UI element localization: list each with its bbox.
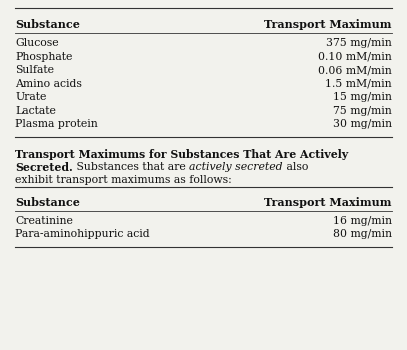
- Text: 75 mg/min: 75 mg/min: [333, 105, 392, 116]
- Text: Glucose: Glucose: [15, 38, 59, 48]
- Text: Sulfate: Sulfate: [15, 65, 55, 75]
- Text: Transport Maximum: Transport Maximum: [264, 19, 392, 30]
- Text: Secreted.: Secreted.: [15, 161, 73, 173]
- Text: Transport Maximums for Substances That Are Actively: Transport Maximums for Substances That A…: [15, 148, 349, 160]
- Text: 375 mg/min: 375 mg/min: [326, 38, 392, 48]
- Text: 15 mg/min: 15 mg/min: [333, 92, 392, 102]
- Text: Creatinine: Creatinine: [15, 216, 73, 225]
- Text: Substance: Substance: [15, 196, 80, 208]
- Text: 80 mg/min: 80 mg/min: [333, 229, 392, 239]
- Text: Urate: Urate: [15, 92, 47, 102]
- Text: Transport Maximum: Transport Maximum: [264, 196, 392, 208]
- Text: Lactate: Lactate: [15, 105, 56, 116]
- Text: Substances that are: Substances that are: [73, 161, 190, 171]
- Text: also: also: [283, 161, 309, 171]
- Text: 30 mg/min: 30 mg/min: [333, 119, 392, 129]
- Text: Plasma protein: Plasma protein: [15, 119, 98, 129]
- Text: Amino acids: Amino acids: [15, 78, 82, 89]
- Text: 1.5 mM/min: 1.5 mM/min: [325, 78, 392, 89]
- Text: Para-aminohippuric acid: Para-aminohippuric acid: [15, 229, 150, 239]
- Text: 0.06 mM/min: 0.06 mM/min: [318, 65, 392, 75]
- Text: 16 mg/min: 16 mg/min: [333, 216, 392, 225]
- Text: Substance: Substance: [15, 19, 80, 30]
- Text: 0.10 mM/min: 0.10 mM/min: [318, 51, 392, 62]
- Text: actively secreted: actively secreted: [190, 161, 283, 171]
- Text: Phosphate: Phosphate: [15, 51, 73, 62]
- Text: exhibit transport maximums as follows:: exhibit transport maximums as follows:: [15, 175, 232, 184]
